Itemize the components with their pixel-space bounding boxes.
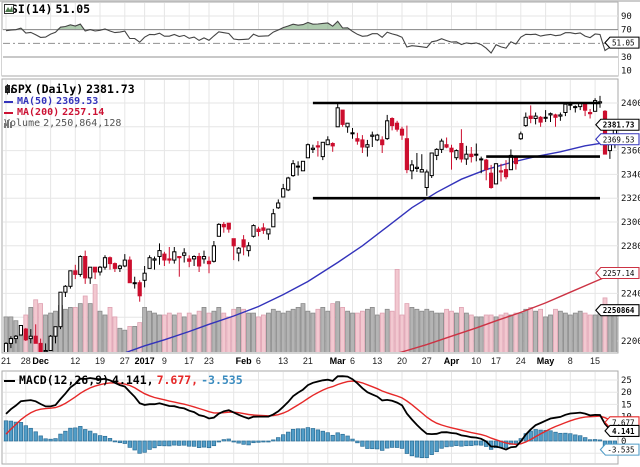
rsi-legend-label: RSI(14) xyxy=(4,2,53,16)
x-axis-label: 24 xyxy=(515,356,526,366)
x-axis-label: 21 xyxy=(302,356,313,366)
x-axis-label: 6 xyxy=(255,356,261,366)
page-top-edge xyxy=(0,0,640,2)
ma50-label: MA(50) xyxy=(17,96,54,107)
x-axis-label: 13 xyxy=(372,356,383,366)
svg-text:51.05: 51.05 xyxy=(612,39,635,48)
x-axis-label: Apr xyxy=(443,356,460,366)
x-axis-label: 8 xyxy=(567,356,573,366)
svg-text:25: 25 xyxy=(621,376,632,386)
x-axis-label: 13 xyxy=(278,356,289,366)
svg-text:2240: 2240 xyxy=(621,289,640,299)
macd-legend-label: MACD(12,26,9) xyxy=(19,373,110,387)
x-axis-label: 23 xyxy=(203,356,214,366)
svg-text:2200: 2200 xyxy=(621,337,640,347)
x-axis-label: 15 xyxy=(590,356,601,366)
x-axis-label: 27 xyxy=(421,356,432,366)
macd-signal-value: 7.677, xyxy=(156,373,199,387)
x-axis: 21 28 Dec 12 19 27 2017 9 17 23 Feb 6 13 21 Mar 6 13 20 27… xyxy=(0,356,640,370)
svg-text:2381.73: 2381.73 xyxy=(603,121,635,130)
macd-hist-value: -3.535 xyxy=(201,373,243,387)
macd-legend: MACD(12,26,9) 4.141, 7.677, -3.535 xyxy=(4,373,243,387)
x-axis-label: 28 xyxy=(20,356,31,366)
last-price-label: 2381.73 xyxy=(86,82,135,96)
macd-value: 4.141, xyxy=(112,373,154,387)
volume-icon xyxy=(4,120,12,128)
x-axis-label: 19 xyxy=(95,356,106,366)
x-axis-label: 10 xyxy=(471,356,482,366)
x-axis-label: Feb xyxy=(235,356,252,366)
svg-text:2250864: 2250864 xyxy=(603,306,635,315)
volume-value: 2,250,864,128 xyxy=(43,118,122,129)
volume-label: Volume xyxy=(4,118,41,129)
ma50-value: 2369.53 xyxy=(56,96,99,107)
x-axis-label: 17 xyxy=(184,356,195,366)
rsi-indicator-icon xyxy=(4,4,14,14)
symbol-label: $SPX xyxy=(4,82,32,96)
symbol-legend: $SPX (Daily) 2381.73 xyxy=(4,82,135,96)
macd-line-swatch xyxy=(4,379,15,382)
x-axis-label: Dec xyxy=(32,356,49,366)
rsi-legend: RSI(14) 51.05 xyxy=(4,2,91,16)
x-axis-label: Mar xyxy=(329,356,346,366)
x-axis-label: 12 xyxy=(70,356,81,366)
x-axis-label: 9 xyxy=(161,356,167,366)
svg-text:15: 15 xyxy=(621,400,632,410)
x-axis-label: 20 xyxy=(396,356,408,366)
rsi-legend-value: 51.05 xyxy=(55,2,91,16)
svg-text:2360: 2360 xyxy=(621,147,640,157)
svg-text:0: 0 xyxy=(621,437,626,447)
svg-text:30: 30 xyxy=(621,53,632,63)
ma50-line-swatch xyxy=(4,101,13,103)
ma200-label: MA(200) xyxy=(17,107,60,118)
x-axis-label: 17 xyxy=(491,356,502,366)
svg-text:2400: 2400 xyxy=(621,99,640,109)
ma200-value: 2257.14 xyxy=(62,107,105,118)
svg-text:2320: 2320 xyxy=(621,194,640,204)
svg-text:4.141: 4.141 xyxy=(612,427,635,436)
svg-text:10: 10 xyxy=(621,67,632,77)
ma200-line-swatch xyxy=(4,112,13,114)
volume-legend: Volume 2,250,864,128 xyxy=(4,119,121,129)
svg-text:2340: 2340 xyxy=(621,170,640,180)
svg-text:2280: 2280 xyxy=(621,242,640,252)
svg-text:2257.14: 2257.14 xyxy=(603,269,635,278)
x-axis-label: 6 xyxy=(349,356,356,366)
sharpchart-icon xyxy=(5,85,13,93)
ma50-legend: MA(50) 2369.53 xyxy=(4,97,98,107)
x-axis-label: May xyxy=(536,356,555,366)
svg-text:7.677: 7.677 xyxy=(612,418,635,427)
x-axis-label: 2017 xyxy=(134,356,155,366)
svg-text:70: 70 xyxy=(621,26,632,36)
ma200-legend: MA(200) 2257.14 xyxy=(4,108,104,118)
svg-text:2369.53: 2369.53 xyxy=(603,135,635,144)
svg-text:-3.535: -3.535 xyxy=(607,446,634,455)
x-axis-label: 27 xyxy=(119,356,130,366)
svg-text:20: 20 xyxy=(621,388,632,398)
x-axis-label: 21 xyxy=(0,356,12,366)
timeframe-label: (Daily) xyxy=(34,82,84,96)
svg-text:90: 90 xyxy=(621,12,632,22)
svg-text:2300: 2300 xyxy=(621,218,640,228)
